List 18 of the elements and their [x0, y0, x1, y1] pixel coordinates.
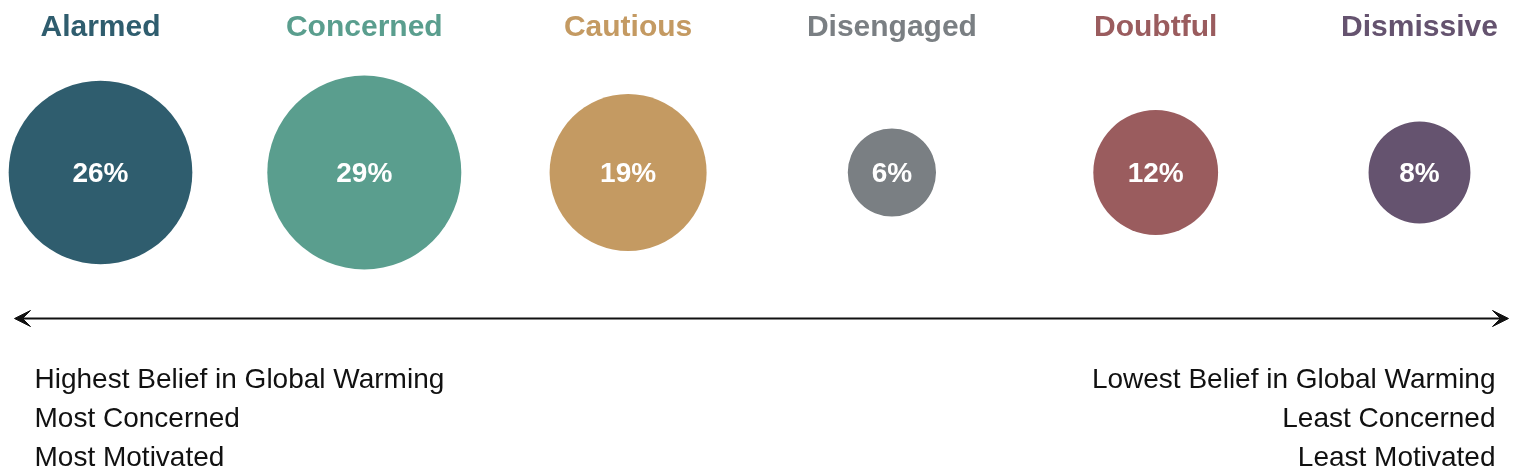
category-label: Disengaged: [806, 9, 977, 42]
text: Least Concerned: [1282, 402, 1496, 433]
category-label: Dismissive: [1341, 9, 1498, 42]
text: Least Motivated: [1297, 441, 1496, 471]
category-label: Concerned: [285, 9, 443, 42]
text: Highest Belief in Global Warming: [34, 363, 445, 394]
data-label: 8%: [1399, 157, 1440, 188]
text: Lowest Belief in Global Warming: [1091, 363, 1496, 394]
data-label: 6%: [871, 157, 913, 188]
text: Most Motivated: [34, 441, 225, 471]
text: Most Concerned: [34, 402, 240, 433]
data-label: 26%: [72, 157, 129, 188]
category-label: Cautious: [563, 9, 693, 42]
category-label: Alarmed: [40, 9, 161, 42]
data-label: 29%: [336, 157, 393, 188]
data-label: 19%: [600, 157, 657, 188]
category-label: Doubtful: [1094, 9, 1218, 42]
data-label: 12%: [1127, 157, 1184, 188]
